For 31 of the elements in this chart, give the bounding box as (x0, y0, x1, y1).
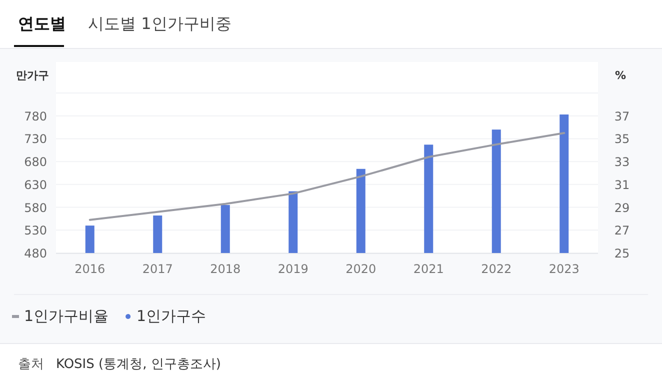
y-tick-label: 530 (24, 224, 47, 238)
y-tick-label: 680 (24, 155, 47, 170)
x-tick-label: 2019 (278, 262, 308, 276)
y-tick-label: 730 (24, 132, 47, 146)
x-tick-label: 2020 (346, 262, 376, 276)
y2-tick-label: 27 (614, 224, 630, 238)
y2-tick-label: 29 (614, 200, 630, 215)
text: KOSIS (통계청, 인구총조사) (56, 357, 221, 372)
x-tick-label: 2017 (142, 262, 173, 276)
chart-title: 연도별 (18, 14, 66, 33)
x-tick-label: 2021 (413, 262, 444, 276)
legend-label: 1인가구비율 (24, 307, 109, 325)
y-tick-label: 780 (24, 109, 47, 124)
x-tick-label: 2022 (481, 262, 512, 276)
line-series (88, 132, 566, 221)
x-tick-label: 2016 (74, 262, 106, 276)
y-tick-label: 630 (24, 178, 47, 192)
y2-tick-label: 33 (614, 155, 630, 170)
y-axis-title: 만가구 (16, 69, 49, 82)
y2-tick-label: 35 (614, 132, 630, 146)
x-tick-label: 2023 (548, 262, 580, 276)
legend-label: 1인가구수 (136, 307, 206, 325)
y2-tick-label: 37 (614, 109, 630, 124)
y-tick-label: 580 (24, 200, 47, 215)
text: 출처 (18, 357, 44, 372)
y-tick-label: 480 (24, 246, 47, 260)
y2-axis-title: % (615, 69, 626, 82)
chart-subtitle: 시도별 1인가구비중 (88, 14, 232, 33)
x-tick-label: 2018 (210, 262, 241, 276)
y2-tick-label: 25 (614, 246, 630, 260)
y2-tick-label: 31 (614, 178, 630, 192)
